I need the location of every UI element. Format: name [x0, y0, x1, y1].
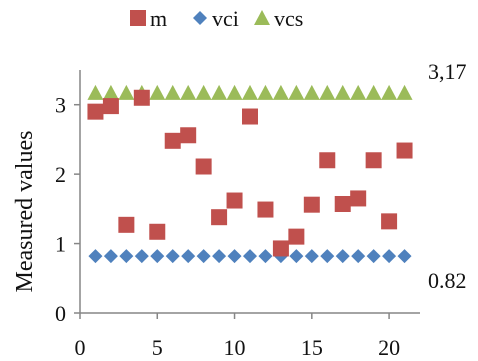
data-point-m: [396, 142, 413, 159]
legend-label-vcs: vcs: [274, 6, 303, 31]
data-point-m: [164, 132, 181, 149]
data-point-vci: [181, 249, 196, 264]
y-tick-label: 0: [55, 301, 66, 326]
data-point-vcs: [102, 84, 119, 100]
annotation-label: 3,17: [428, 59, 467, 84]
data-point-m: [272, 240, 289, 257]
data-point-m: [288, 228, 305, 245]
x-tick-label: 15: [301, 335, 323, 360]
data-point-vci: [320, 249, 335, 264]
chart-markers: [87, 84, 413, 264]
data-point-m: [381, 213, 398, 230]
x-tick-label: 10: [224, 335, 246, 360]
data-point-m: [133, 89, 150, 106]
data-point-vci: [103, 249, 118, 264]
data-point-m: [180, 127, 197, 144]
data-point-vci: [227, 249, 242, 264]
data-point-m: [334, 195, 351, 212]
data-point-vci: [382, 249, 397, 264]
x-tick-label: 20: [378, 335, 400, 360]
data-point-m: [365, 152, 382, 169]
axes: [79, 70, 420, 314]
data-point-vcs: [381, 84, 398, 100]
data-point-m: [211, 209, 228, 226]
data-point-vcs: [303, 84, 320, 100]
data-point-m: [242, 108, 258, 125]
data-point-m: [226, 192, 243, 209]
data-point-vcs: [195, 84, 212, 100]
data-point-vcs: [350, 84, 367, 100]
data-point-vcs: [149, 84, 166, 100]
data-point-vcs: [396, 84, 413, 100]
legend-marker-vcs: [254, 10, 270, 25]
ticks: 0 1 2 3 0 5 10 15 20: [55, 93, 400, 360]
data-point-m: [87, 103, 104, 120]
legend-marker-vci: [193, 11, 207, 25]
data-point-vci: [335, 249, 350, 264]
data-point-vcs: [164, 84, 181, 100]
data-point-vcs: [226, 84, 243, 100]
data-point-m: [303, 196, 320, 213]
data-point-vci: [196, 249, 211, 264]
annotations: 3,17 0.82: [428, 59, 467, 293]
data-point-vci: [397, 249, 412, 264]
y-tick-label: 3: [55, 93, 66, 118]
y-tick-label: 1: [55, 232, 66, 257]
legend-marker-m: [130, 10, 146, 26]
annotation-label: 0.82: [428, 268, 467, 293]
legend: m vci vcs: [130, 6, 303, 31]
data-point-m: [195, 158, 212, 175]
data-point-vcs: [87, 84, 104, 100]
y-axis-label: Measured values: [12, 131, 38, 293]
data-point-vcs: [365, 84, 382, 100]
data-point-vcs: [211, 84, 228, 100]
data-point-vcs: [272, 84, 289, 100]
data-point-vci: [351, 249, 366, 264]
data-point-m: [350, 190, 367, 207]
data-point-vcs: [334, 84, 351, 100]
y-tick-label: 2: [55, 162, 66, 187]
data-point-vcs: [242, 84, 258, 100]
x-tick-label: 0: [75, 335, 86, 360]
data-point-vci: [165, 249, 180, 264]
data-point-m: [319, 152, 336, 169]
data-point-vci: [150, 249, 165, 264]
data-point-m: [257, 201, 274, 218]
data-point-vci: [289, 249, 304, 264]
data-point-vci: [243, 249, 257, 264]
x-tick-label: 5: [152, 335, 163, 360]
data-point-m: [149, 223, 166, 240]
data-point-vci: [134, 249, 149, 264]
legend-label-m: m: [150, 6, 167, 31]
data-point-vci: [119, 249, 134, 264]
data-point-vci: [212, 249, 227, 264]
data-point-vcs: [257, 84, 274, 100]
data-point-vci: [366, 249, 381, 264]
data-point-vcs: [319, 84, 336, 100]
data-point-vcs: [118, 84, 135, 100]
data-point-vci: [88, 249, 103, 264]
data-point-m: [118, 216, 135, 233]
data-point-vci: [258, 249, 273, 264]
data-point-vcs: [288, 84, 305, 100]
data-point-vci: [304, 249, 319, 264]
legend-label-vci: vci: [212, 6, 239, 31]
data-point-vcs: [180, 84, 197, 100]
data-point-m: [102, 98, 119, 115]
